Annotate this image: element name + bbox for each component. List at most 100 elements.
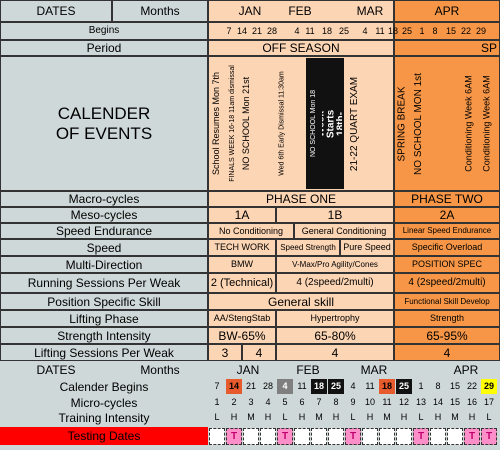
testing-date-cell [396,428,412,445]
calendar-day: 14 [226,379,242,394]
strength-bw-65: BW-65% [208,327,276,344]
bottom-dates-label: DATES [0,361,112,378]
calendar-events-label-cell: CALENDER OF EVENTS [0,56,208,191]
begins-band-peach [208,22,394,40]
meso-2a: 2A [394,207,500,223]
intensity-value: L [214,411,220,422]
month-feb: FEB [288,4,312,18]
micro-cycle: 1 [214,396,220,407]
bottom-month-mar: MAR [360,362,388,377]
position-general-skill: General skill [208,293,394,310]
calendar-day: 28 [262,381,273,391]
events-band-peach [208,56,394,191]
begins-day: 28 [266,25,277,36]
intensity-value: M [451,411,459,422]
multi-bmw: BMW [208,256,276,273]
testing-date-cell [209,428,225,445]
calendar-day: 25 [328,379,344,394]
begins-day: 4 [362,25,368,36]
calendar-events-label: CALENDER OF EVENTS [55,103,153,143]
training-intensity-label: Training Intensity [0,410,208,425]
speed-endurance-linear: Linear Speed Endurance [394,223,500,239]
strength-intensity-label: Strength Intensity [0,327,208,344]
calendar-day: 15 [449,381,460,391]
testing-dates-label: Testing Dates [0,427,208,445]
months-label: Months [112,0,208,22]
intensity-value: H [264,411,272,422]
multi-position-spec: POSITION SPEC [394,256,500,273]
calendar-day: 18 [379,379,395,394]
intensity-value: L [350,411,356,422]
lifting-sessions-4c: 4 [394,344,500,361]
intensity-value: H [400,411,408,422]
speed-endurance-label: Speed Endurance [0,223,208,239]
intensity-value: H [332,411,340,422]
calendar-day: 18 [311,379,327,394]
intensity-value: H [366,411,374,422]
begins-day: 11 [375,25,385,36]
event-no-school-21: NO SCHOOL Mon 21st [241,76,252,171]
begins-day: 22 [460,25,471,36]
micro-cycles-label: Micro-cycles [0,395,208,410]
event-spring-break: SPRING BREAK [397,85,408,162]
bottom-month-jan: JAN [236,362,260,377]
period-sp: SP [394,40,500,56]
events-band-orange [394,56,500,191]
begins-day: 25 [401,25,412,36]
speed-specific-overload: Specific Overload [394,239,500,256]
micro-cycle: 2 [231,396,237,407]
intensity-value: L [486,411,492,422]
intensity-value: M [383,411,391,422]
event-dead-week-block [306,58,344,189]
testing-date-cell [260,428,276,445]
micro-cycle: 17 [483,396,494,407]
begins-day: 7 [226,25,232,36]
micro-cycle: 9 [350,396,356,407]
begins-day: 15 [445,25,456,36]
intensity-value: L [282,411,288,422]
event-conditioning-2: Conditioning Week 6AM [481,75,492,172]
micro-cycle: 5 [282,396,288,407]
meso-label: Meso-cycles [0,207,208,223]
micro-cycle: 11 [382,396,392,407]
testing-date-cell: T [481,428,497,445]
testing-date-cell: T [277,428,293,445]
testing-date-cell: T [413,428,429,445]
begins-day: 14 [236,25,247,36]
strength-65-95: 65-95% [394,327,500,344]
testing-date-cell [430,428,446,445]
lifting-sessions-4a: 4 [242,344,276,361]
calendar-day: 4 [350,381,356,391]
begins-day: 29 [475,25,486,36]
bottom-months-label: Months [112,361,208,378]
begins-day: 18 [387,25,398,36]
calendar-day: 4 [277,379,293,394]
micro-cycle: 8 [333,396,339,407]
testing-date-cell: T [345,428,361,445]
event-school-resumes: School Resumes Mon 7th [211,71,222,176]
period-label: Period [0,40,208,56]
multi-vmax: V-Max/Pro Agility/Cones [276,256,394,273]
position-functional-skill: Functional Skill Develop [394,293,500,310]
begins-day: 21 [251,25,262,36]
macro-phase-two: PHASE TWO [394,191,500,207]
micro-cycle: 13 [415,396,426,407]
calendar-day: 21 [245,381,256,391]
begins-label: Begins [0,22,208,40]
month-jan: JAN [238,4,262,18]
intensity-value: H [468,411,476,422]
lifting-sessions-3: 3 [208,344,242,361]
testing-date-cell [243,428,259,445]
testing-date-cell: T [226,428,242,445]
calendar-day: 11 [365,381,375,391]
lifting-phase-label: Lifting Phase [0,310,208,327]
lifting-hypertrophy: Hypertrophy [276,310,394,327]
speed-pure: Pure Speed [340,239,394,256]
micro-cycle: 15 [449,396,460,407]
calendar-day: 1 [418,381,424,391]
month-mar: MAR [356,4,384,18]
multi-direction-label: Multi-Direction [0,256,208,273]
calendar-day: 7 [214,381,220,391]
intensity-value: H [298,411,306,422]
begins-day: 8 [432,25,438,36]
